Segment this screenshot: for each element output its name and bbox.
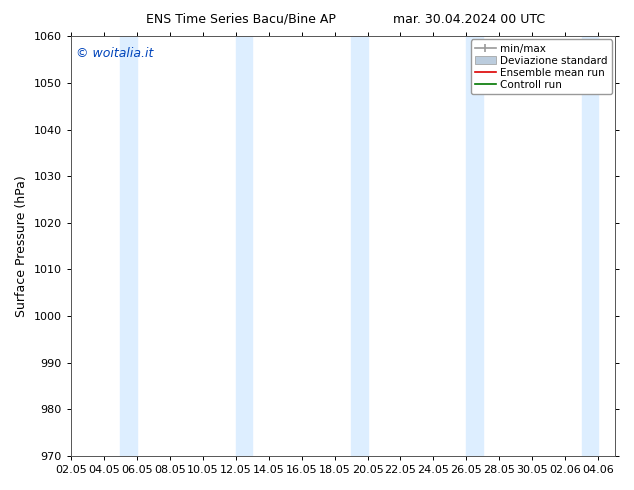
Bar [582,36,598,456]
Bar [120,36,137,456]
Text: ENS Time Series Bacu/Bine AP: ENS Time Series Bacu/Bine AP [146,13,336,26]
Bar [236,36,252,456]
Bar [351,36,368,456]
Text: © woitalia.it: © woitalia.it [76,47,153,60]
Legend: min/max, Deviazione standard, Ensemble mean run, Controll run: min/max, Deviazione standard, Ensemble m… [471,39,612,94]
Text: mar. 30.04.2024 00 UTC: mar. 30.04.2024 00 UTC [393,13,545,26]
Y-axis label: Surface Pressure (hPa): Surface Pressure (hPa) [15,175,28,317]
Bar [467,36,483,456]
